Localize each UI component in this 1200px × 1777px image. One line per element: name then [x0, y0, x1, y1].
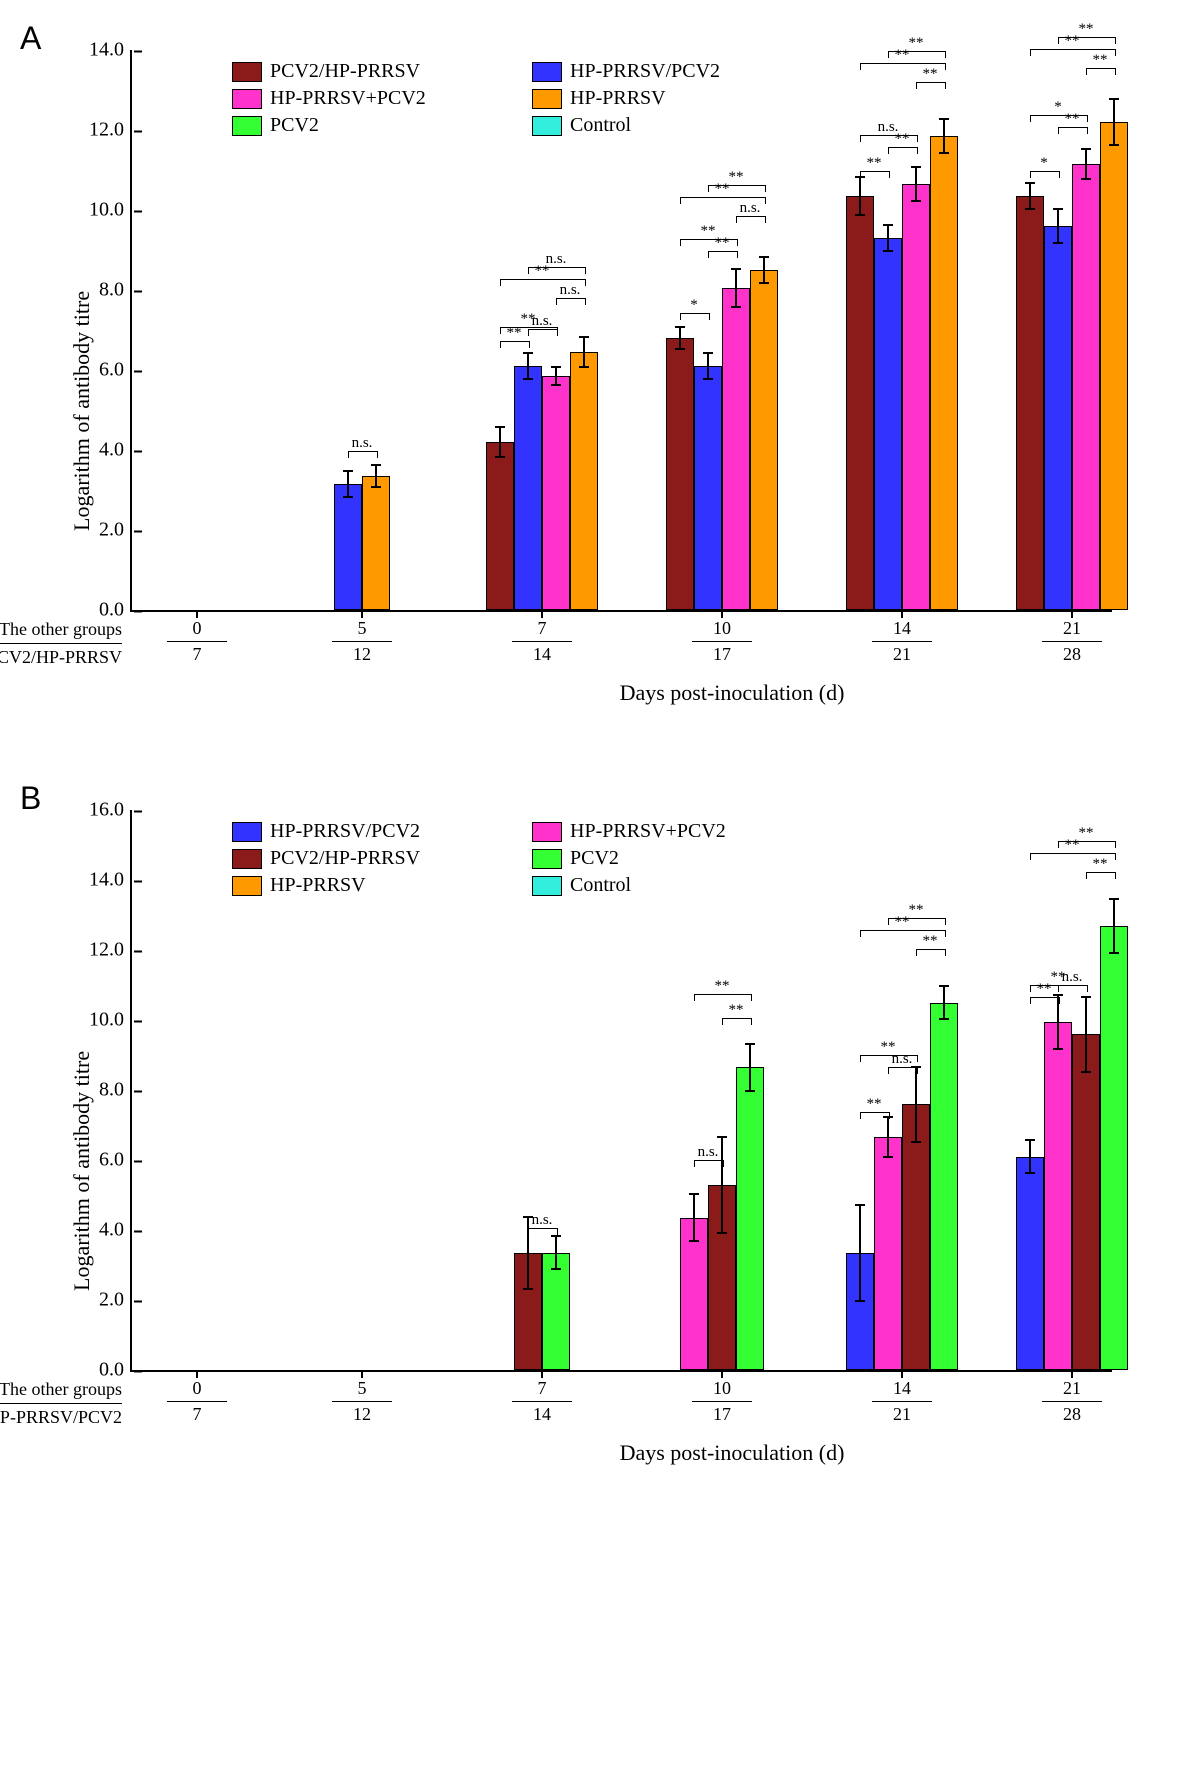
x-axis-title: Days post-inoculation (d) — [242, 680, 1200, 706]
significance-label: * — [674, 297, 714, 314]
bar — [736, 1067, 764, 1370]
chart-area: Logarithm of antibody titre0.02.04.06.08… — [130, 50, 1112, 612]
significance-label: ** — [854, 1096, 894, 1113]
chart-area: Logarithm of antibody titre0.02.04.06.08… — [130, 810, 1112, 1372]
panel-label: A — [20, 20, 41, 57]
significance-label: ** — [1066, 21, 1106, 38]
x-axis-title: Days post-inoculation (d) — [242, 1440, 1200, 1466]
bar — [846, 196, 874, 610]
significance-label: ** — [854, 155, 894, 172]
legend-item: HP-PRRSV — [532, 87, 720, 110]
legend-item: HP-PRRSV/PCV2 — [532, 60, 720, 83]
significance-label: n.s. — [522, 1212, 562, 1229]
y-tick: 10.0 — [89, 199, 132, 222]
significance-label: ** — [868, 1039, 908, 1056]
y-axis-title: Logarithm of antibody titre — [69, 131, 95, 531]
bar — [1044, 1022, 1072, 1370]
y-tick: 6.0 — [99, 1149, 132, 1172]
bar — [1044, 226, 1072, 610]
y-tick: 12.0 — [89, 939, 132, 962]
significance-label: n.s. — [688, 1144, 728, 1161]
bar — [1016, 1157, 1044, 1371]
legend-item: HP-PRRSV+PCV2 — [232, 87, 426, 110]
bar — [930, 136, 958, 610]
bar — [542, 376, 570, 610]
legend-item: PCV2/HP-PRRSV — [232, 60, 426, 83]
bar — [874, 1137, 902, 1370]
bar — [1072, 164, 1100, 610]
significance-label: ** — [1038, 969, 1078, 986]
y-tick: 14.0 — [89, 869, 132, 892]
significance-label: ** — [716, 169, 756, 186]
bar — [362, 476, 390, 610]
legend-item: HP-PRRSV — [232, 874, 420, 897]
significance-label: ** — [1066, 825, 1106, 842]
y-tick: 12.0 — [89, 119, 132, 142]
y-tick: 10.0 — [89, 1009, 132, 1032]
legend-item: HP-PRRSV/PCV2 — [232, 820, 420, 843]
y-tick: 8.0 — [99, 279, 132, 302]
panel-label: B — [20, 780, 41, 817]
y-tick: 4.0 — [99, 1219, 132, 1242]
y-tick: 4.0 — [99, 439, 132, 462]
bar — [666, 338, 694, 610]
bar — [542, 1253, 570, 1370]
bar — [1016, 196, 1044, 610]
y-tick: 14.0 — [89, 39, 132, 62]
significance-label: n.s. — [536, 251, 576, 268]
significance-label: * — [1024, 155, 1064, 172]
bar — [722, 288, 750, 610]
bar — [514, 366, 542, 610]
significance-label: ** — [896, 35, 936, 52]
legend-item: PCV2 — [232, 114, 426, 137]
bar — [750, 270, 778, 610]
bar — [1100, 926, 1128, 1371]
legend-item: Control — [532, 114, 720, 137]
bar — [1072, 1034, 1100, 1370]
legend-item: PCV2/HP-PRRSV — [232, 847, 420, 870]
bar — [694, 366, 722, 610]
bar — [902, 1104, 930, 1370]
significance-label: n.s. — [342, 435, 382, 452]
legend-item: Control — [532, 874, 726, 897]
bar — [486, 442, 514, 610]
y-tick: 2.0 — [99, 519, 132, 542]
bar — [874, 238, 902, 610]
y-tick: 16.0 — [89, 799, 132, 822]
legend-item: PCV2 — [532, 847, 726, 870]
significance-label: ** — [716, 1002, 756, 1019]
bar — [1100, 122, 1128, 610]
significance-label: n.s. — [868, 119, 908, 136]
significance-label: ** — [508, 311, 548, 328]
y-tick: 2.0 — [99, 1289, 132, 1312]
bar — [930, 1003, 958, 1371]
legend-item: HP-PRRSV+PCV2 — [532, 820, 726, 843]
significance-label: ** — [896, 902, 936, 919]
bar — [570, 352, 598, 610]
significance-label: * — [1038, 99, 1078, 116]
significance-label: ** — [688, 223, 728, 240]
bar — [334, 484, 362, 610]
significance-label: ** — [702, 978, 742, 995]
y-tick: 6.0 — [99, 359, 132, 382]
y-tick: 8.0 — [99, 1079, 132, 1102]
bar — [902, 184, 930, 610]
